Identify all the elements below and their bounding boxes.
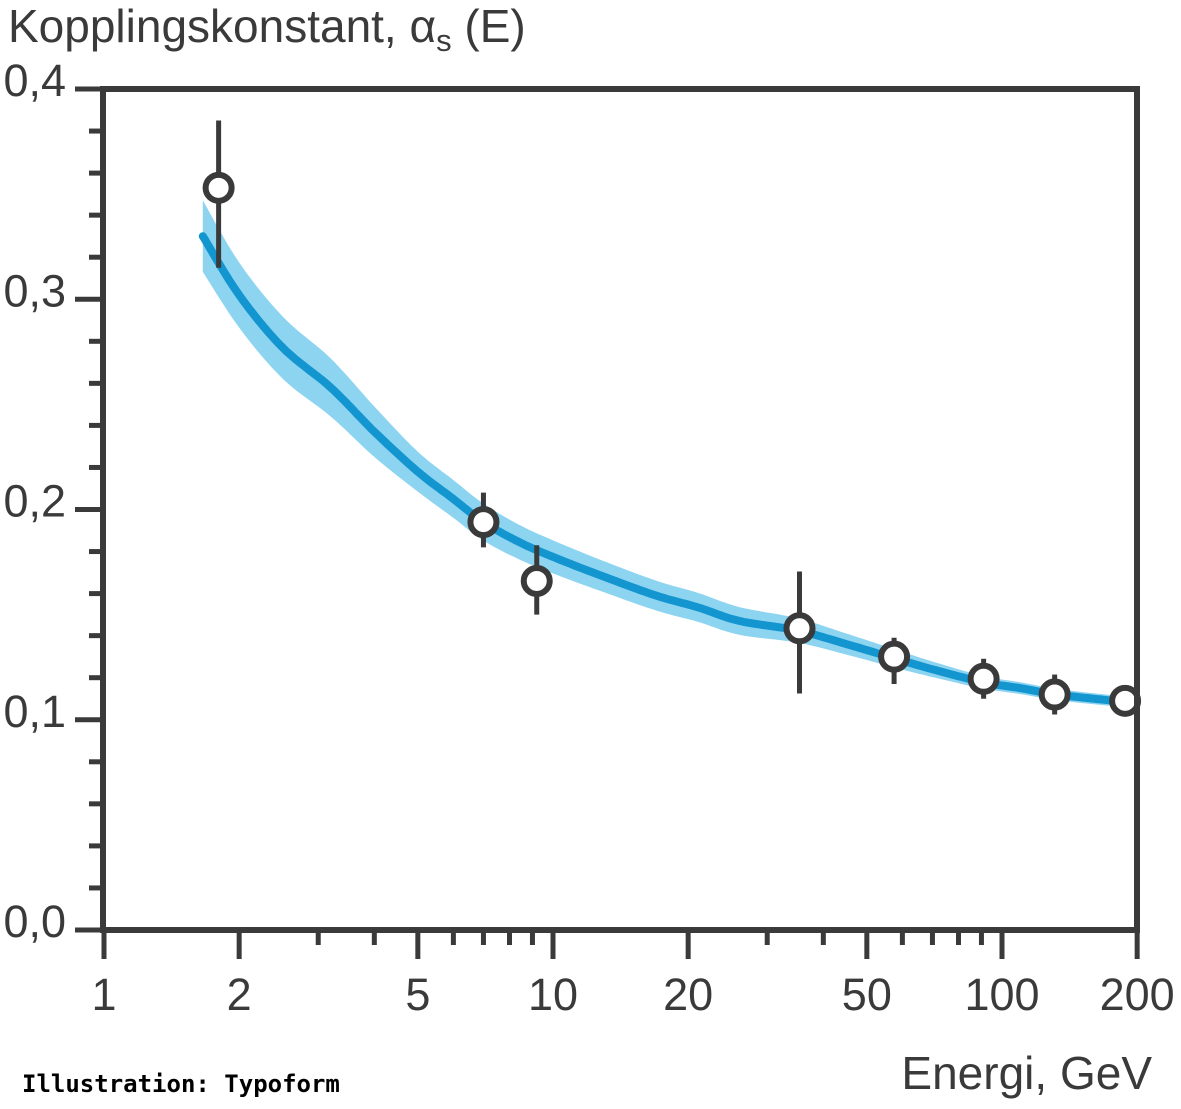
- theory-curve: [198, 232, 1137, 707]
- axis-ticks-group: [75, 86, 1140, 959]
- x-axis-title: Energi, GeV: [901, 1047, 1152, 1099]
- data-point-marker: [520, 564, 553, 597]
- x-tick-label: 100: [964, 969, 1039, 1020]
- chart-title: Kopplingskonstant, αs (E): [8, 0, 526, 58]
- data-point-marker: [967, 662, 1000, 695]
- illustration-credit: Illustration: Typoform: [22, 1070, 340, 1098]
- y-tick-label: 0,1: [3, 686, 66, 737]
- data-point-marker: [202, 171, 235, 204]
- y-tick-label: 0,0: [3, 896, 66, 947]
- data-point-marker: [1038, 678, 1071, 711]
- x-tick-label: 20: [663, 969, 713, 1020]
- data-points-group: [202, 120, 1142, 717]
- x-tick-label: 10: [528, 969, 578, 1020]
- y-tick-label: 0,4: [3, 55, 66, 106]
- uncertainty-band-group: [202, 200, 1133, 708]
- uncertainty-band: [202, 200, 1133, 708]
- y-tick-label: 0,2: [3, 476, 66, 527]
- x-tick-label: 5: [405, 969, 430, 1020]
- x-tick-label: 50: [842, 969, 892, 1020]
- axis-tick-labels-group: 1 2 5 10 20 50 100 200 0,0 0,1 0,2 0,3 0,4: [3, 55, 1174, 1020]
- title-text: Kopplingskonstant,: [8, 0, 410, 52]
- title-suffix: (E): [452, 0, 526, 52]
- x-tick-label: 2: [227, 969, 252, 1020]
- x-tick-label: 1: [91, 969, 116, 1020]
- theory-curve-group: [198, 232, 1137, 707]
- data-point-marker: [467, 506, 500, 539]
- data-point-marker: [878, 640, 911, 673]
- alpha-symbol: α: [410, 0, 437, 52]
- data-point-marker: [783, 612, 816, 645]
- x-tick-label: 200: [1100, 969, 1175, 1020]
- title-subscript: s: [436, 23, 452, 58]
- plot-frame: [100, 86, 1140, 933]
- y-tick-label: 0,3: [3, 265, 66, 316]
